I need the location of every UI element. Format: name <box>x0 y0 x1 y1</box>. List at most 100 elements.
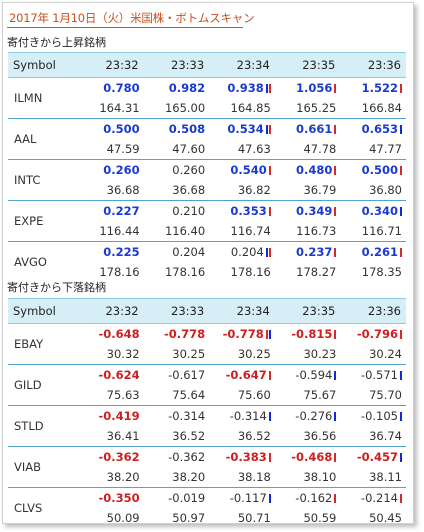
change-value: 0.225 <box>103 245 140 259</box>
price-cell: 38.20 <box>106 470 140 484</box>
change-cell: 0.353 <box>209 200 275 221</box>
change-cell: 0.480 <box>274 159 341 180</box>
change-cell: 0.540 <box>209 159 275 180</box>
change-cell: 0.982 <box>144 78 210 99</box>
price-row: 116.44 116.40 116.74 116.73 116.71 <box>8 221 406 242</box>
trend-indicator <box>333 368 337 382</box>
price-row: 164.31 165.00 164.85 165.25 166.84 <box>8 98 406 119</box>
column-header-time: 23:36 <box>340 52 406 78</box>
change-value: -0.419 <box>98 409 140 423</box>
price-cell: 178.27 <box>296 265 337 279</box>
change-cell: -0.019 <box>143 487 210 508</box>
up-tick-icon <box>334 248 337 257</box>
price-cell: 47.60 <box>172 142 206 156</box>
price-row: 38.20 38.20 38.18 38.10 38.11 <box>8 467 406 488</box>
up-tick-icon <box>265 330 268 339</box>
change-value: 1.522 <box>361 81 398 95</box>
change-value: -0.362 <box>98 450 140 464</box>
down-tick-icon <box>400 412 402 421</box>
price-cell: 47.59 <box>106 142 140 156</box>
up-tick-icon <box>268 125 271 134</box>
table-row: STLD -0.419 -0.314 -0.314 -0.276 -0.105 <box>8 405 406 447</box>
up-tick-icon <box>400 248 402 257</box>
down-tick-icon <box>400 207 402 216</box>
up-tick-icon <box>334 330 337 339</box>
column-header-symbol: Symbol <box>8 298 78 324</box>
change-value: 0.261 <box>361 245 398 259</box>
change-cell: 0.349 <box>274 200 341 221</box>
change-cell: -0.362 <box>143 446 210 467</box>
price-row: 75.63 75.64 75.60 75.67 75.70 <box>8 385 406 406</box>
up-tick-icon <box>268 207 271 216</box>
losers-table: Symbol 23:32 23:33 23:34 23:35 23:36 EBAY -0.6… <box>8 298 406 528</box>
price-cell: 38.20 <box>172 470 206 484</box>
price-cell: 165.00 <box>164 101 206 115</box>
price-row: 30.32 30.25 30.25 30.23 30.24 <box>8 344 406 365</box>
change-value: -0.778 <box>164 327 206 341</box>
column-header-time: 23:34 <box>209 52 275 78</box>
down-tick-icon <box>265 84 268 93</box>
symbol-cell: AVGO <box>8 241 78 282</box>
change-cell: -0.419 <box>78 405 144 426</box>
trend-indicator <box>333 245 337 259</box>
change-value: -0.276 <box>295 409 333 423</box>
price-row: 50.09 50.97 50.71 50.59 50.45 <box>8 508 406 528</box>
change-cell: -0.648 <box>78 324 144 345</box>
change-value: 0.210 <box>172 204 206 218</box>
change-value: -0.457 <box>356 450 398 464</box>
price-cell: 38.11 <box>369 470 402 484</box>
change-value: -0.350 <box>98 491 140 505</box>
price-cell: 30.25 <box>172 347 206 361</box>
price-cell: 75.60 <box>237 388 271 402</box>
change-value: 0.349 <box>295 204 333 218</box>
price-cell: 116.71 <box>361 224 402 238</box>
table-row: INTC 0.260 0.260 0.540 0.480 0.500 <box>8 159 406 201</box>
trend-indicator <box>399 163 402 177</box>
price-row: 36.68 36.68 36.82 36.79 36.80 <box>8 180 406 201</box>
trend-indicator <box>399 450 402 464</box>
up-tick-icon <box>334 84 337 93</box>
price-cell: 36.82 <box>237 183 271 197</box>
trend-indicator <box>265 245 271 259</box>
change-value: -0.617 <box>168 368 206 382</box>
table-row: CLVS -0.350 -0.019 -0.117 -0.162 -0.214 <box>8 487 406 528</box>
trend-indicator <box>399 327 402 341</box>
symbol-cell: AAL <box>8 118 78 160</box>
change-value: -0.778 <box>222 327 264 341</box>
trend-indicator <box>333 163 337 177</box>
price-cell: 50.59 <box>303 511 337 525</box>
up-tick-icon <box>400 166 402 175</box>
change-cell: -0.117 <box>209 487 275 508</box>
up-tick-icon <box>400 84 402 93</box>
up-tick-icon <box>268 166 271 175</box>
trend-indicator <box>333 204 337 218</box>
change-value: -0.796 <box>356 327 398 341</box>
down-tick-icon <box>334 371 337 380</box>
price-cell: 166.84 <box>361 101 402 115</box>
trend-indicator <box>399 368 402 382</box>
symbol-cell: EXPE <box>8 200 78 242</box>
change-value: 0.227 <box>103 204 140 218</box>
change-value: 0.204 <box>172 245 206 259</box>
price-row: 47.59 47.60 47.63 47.78 47.77 <box>8 139 406 160</box>
change-cell: 0.227 <box>78 200 144 221</box>
price-cell: 50.97 <box>172 511 206 525</box>
change-cell: 1.056 <box>275 78 341 99</box>
change-value: -0.571 <box>360 368 398 382</box>
symbol-cell: GILD <box>8 364 78 406</box>
change-value: -0.383 <box>225 450 267 464</box>
change-cell: 0.500 <box>340 159 406 180</box>
price-cell: 178.16 <box>230 265 271 279</box>
scan-panel: 2017年 1月10日（火）米国株・ボトムスキャン 寄付きから上昇銘柄 Symb… <box>2 2 414 528</box>
up-tick-icon <box>334 166 337 175</box>
change-value: 0.260 <box>172 163 206 177</box>
change-cell: 0.340 <box>340 200 406 221</box>
change-cell: -0.162 <box>274 487 341 508</box>
change-value: 0.500 <box>103 122 140 136</box>
change-cell: 0.225 <box>78 241 144 262</box>
change-value: -0.468 <box>291 450 333 464</box>
price-cell: 36.79 <box>303 183 337 197</box>
down-tick-icon <box>268 412 271 421</box>
change-cell: 0.261 <box>340 241 406 262</box>
change-cell: 0.204 <box>143 241 210 262</box>
